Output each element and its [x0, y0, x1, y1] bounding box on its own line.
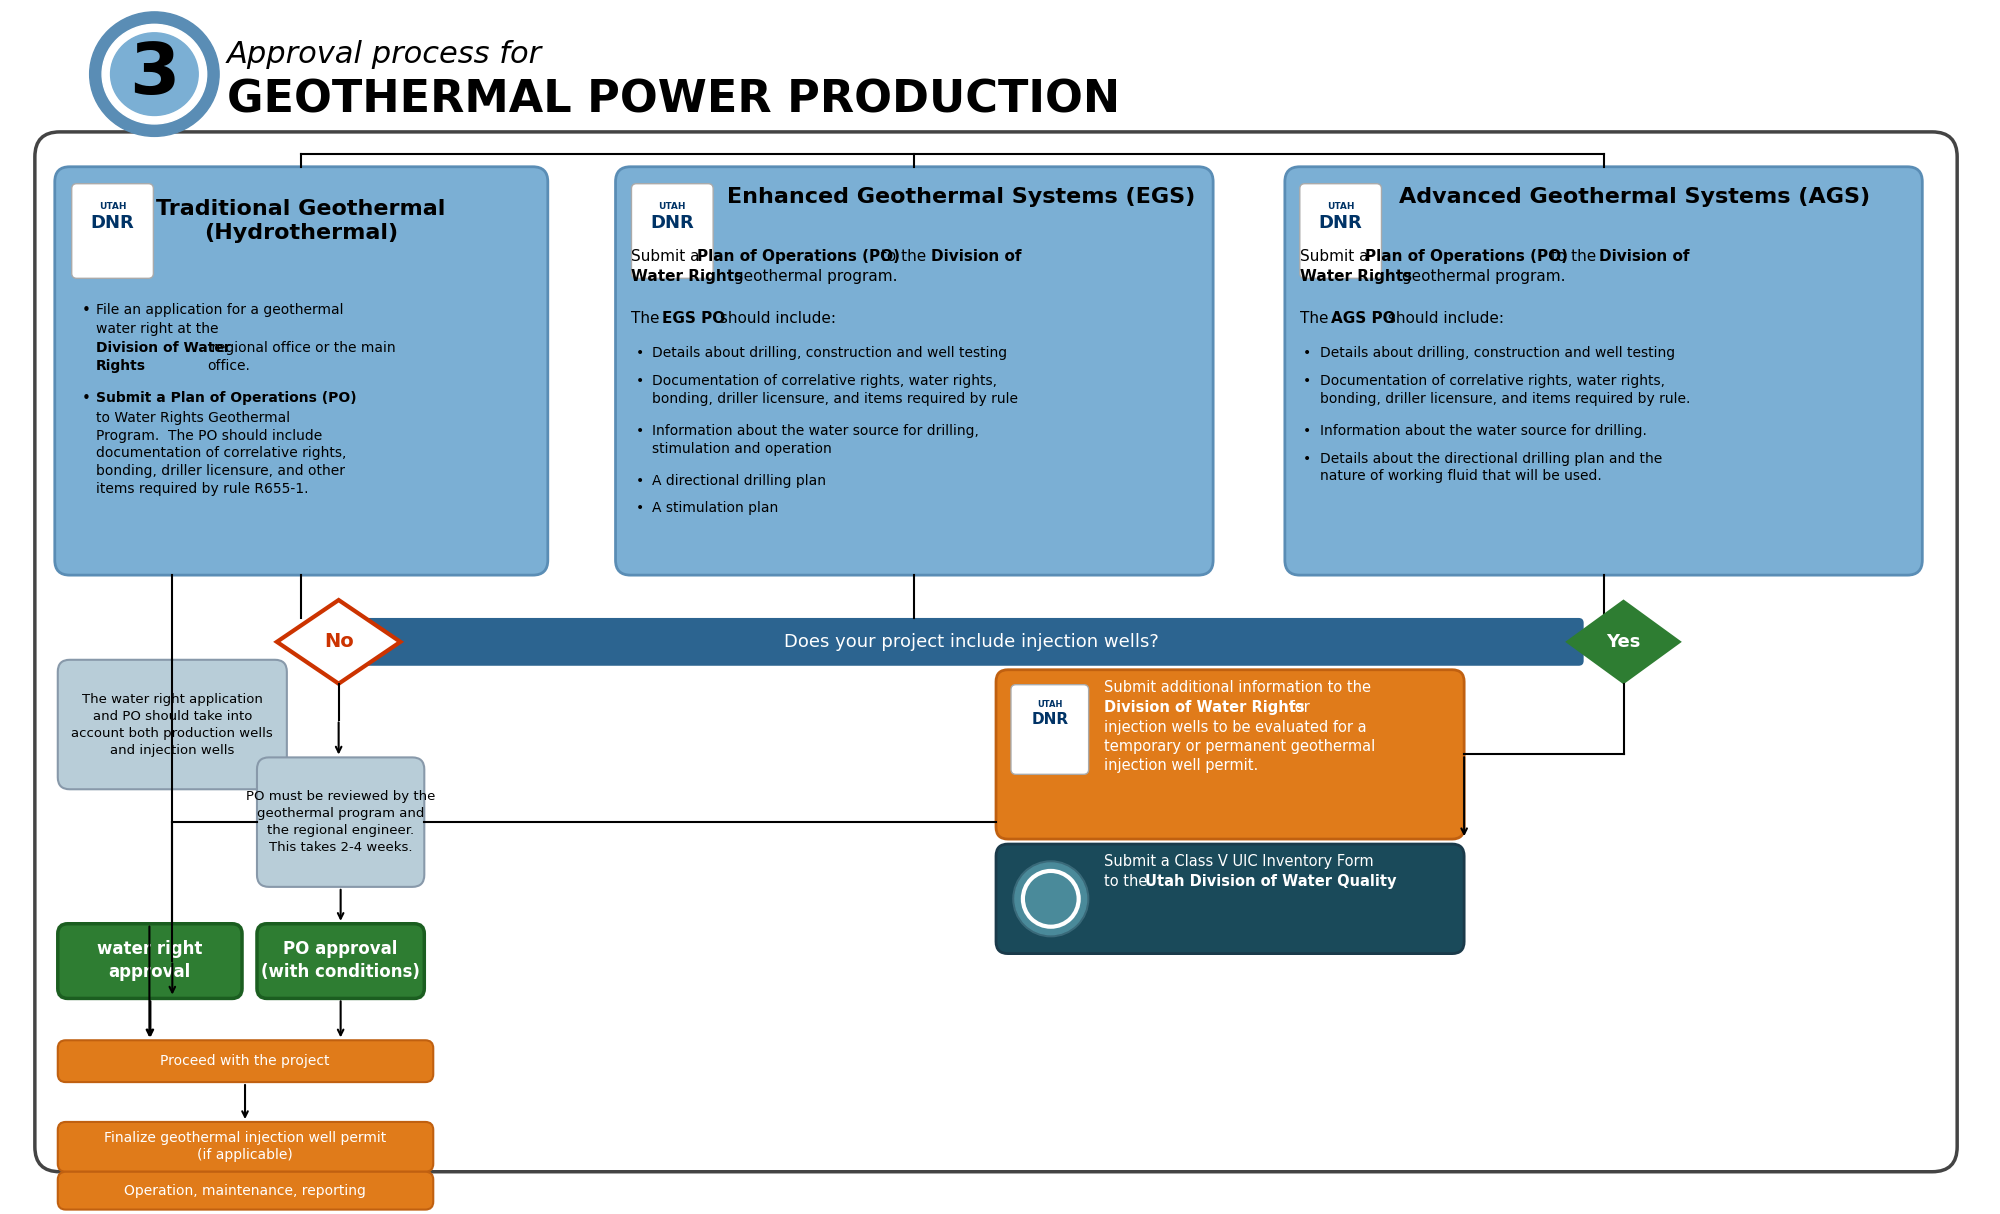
FancyBboxPatch shape — [58, 1122, 434, 1172]
FancyBboxPatch shape — [616, 166, 1214, 575]
Text: •: • — [82, 391, 90, 405]
Text: UTAH: UTAH — [98, 202, 126, 210]
Ellipse shape — [102, 24, 206, 124]
Ellipse shape — [110, 33, 198, 115]
FancyBboxPatch shape — [58, 924, 242, 998]
Text: Division of Water
Rights: Division of Water Rights — [96, 341, 230, 374]
Text: Water Rights: Water Rights — [632, 270, 744, 284]
Text: injection wells to be evaluated for a
temporary or permanent geothermal
injectio: injection wells to be evaluated for a te… — [1104, 720, 1374, 773]
FancyBboxPatch shape — [632, 183, 714, 278]
Text: UTAH: UTAH — [1038, 699, 1062, 709]
FancyBboxPatch shape — [72, 183, 154, 278]
Text: •: • — [1302, 374, 1312, 388]
Polygon shape — [1568, 602, 1678, 682]
Text: GEOTHERMAL POWER PRODUCTION: GEOTHERMAL POWER PRODUCTION — [228, 78, 1120, 121]
Text: to Water Rights Geothermal
Program.  The PO should include
documentation of corr: to Water Rights Geothermal Program. The … — [96, 410, 346, 497]
Text: Enhanced Geothermal Systems (EGS): Enhanced Geothermal Systems (EGS) — [728, 187, 1196, 206]
Text: EGS PO: EGS PO — [662, 311, 726, 327]
FancyBboxPatch shape — [1010, 685, 1088, 775]
Text: •: • — [1302, 452, 1312, 466]
Text: Traditional Geothermal
(Hydrothermal): Traditional Geothermal (Hydrothermal) — [156, 199, 446, 244]
Text: DNR: DNR — [1032, 711, 1068, 727]
Text: PO must be reviewed by the
geothermal program and
the regional engineer.
This ta: PO must be reviewed by the geothermal pr… — [246, 790, 436, 855]
Circle shape — [1012, 861, 1088, 937]
Text: The: The — [632, 311, 664, 327]
Text: Division of Water Rights: Division of Water Rights — [1104, 699, 1304, 715]
Text: AGS PO: AGS PO — [1330, 311, 1396, 327]
FancyBboxPatch shape — [256, 924, 424, 998]
Text: geothermal program.: geothermal program. — [730, 270, 898, 284]
Text: Plan of Operations (PO): Plan of Operations (PO) — [1364, 249, 1568, 265]
Text: No: No — [324, 632, 354, 652]
Text: •: • — [636, 374, 644, 388]
Text: Proceed with the project: Proceed with the project — [160, 1054, 330, 1068]
Text: Details about the directional drilling plan and the
nature of working fluid that: Details about the directional drilling p… — [1320, 452, 1662, 483]
Text: Information about the water source for drilling,
stimulation and operation: Information about the water source for d… — [652, 424, 980, 455]
Ellipse shape — [90, 12, 220, 136]
Text: •: • — [636, 424, 644, 438]
Polygon shape — [276, 600, 400, 683]
Text: Documentation of correlative rights, water rights,
bonding, driller licensure, a: Documentation of correlative rights, wat… — [652, 374, 1018, 405]
Text: Advanced Geothermal Systems (AGS): Advanced Geothermal Systems (AGS) — [1400, 187, 1870, 206]
Text: 3: 3 — [130, 40, 180, 108]
Text: Details about drilling, construction and well testing: Details about drilling, construction and… — [652, 346, 1008, 361]
Text: Water Rights: Water Rights — [1300, 270, 1412, 284]
Text: DNR: DNR — [650, 214, 694, 232]
Text: Submit a: Submit a — [632, 249, 704, 265]
Text: Submit a Class V UIC Inventory Form: Submit a Class V UIC Inventory Form — [1104, 853, 1374, 869]
Circle shape — [1014, 863, 1086, 935]
FancyBboxPatch shape — [58, 659, 286, 789]
Text: PO approval
(with conditions): PO approval (with conditions) — [262, 941, 420, 981]
Text: A directional drilling plan: A directional drilling plan — [652, 473, 826, 488]
Text: should include:: should include: — [716, 311, 836, 327]
Text: Does your project include injection wells?: Does your project include injection well… — [784, 632, 1158, 651]
Text: File an application for a geothermal
water right at the: File an application for a geothermal wat… — [96, 304, 344, 335]
Text: to the: to the — [876, 249, 932, 265]
Text: Submit a: Submit a — [1300, 249, 1374, 265]
FancyBboxPatch shape — [58, 1040, 434, 1082]
FancyBboxPatch shape — [256, 758, 424, 887]
FancyBboxPatch shape — [58, 1172, 434, 1209]
FancyBboxPatch shape — [358, 618, 1584, 665]
Text: Plan of Operations (PO): Plan of Operations (PO) — [698, 249, 900, 265]
Text: Information about the water source for drilling.: Information about the water source for d… — [1320, 424, 1646, 438]
Text: Operation, maintenance, reporting: Operation, maintenance, reporting — [124, 1184, 366, 1198]
Text: Documentation of correlative rights, water rights,
bonding, driller licensure, a: Documentation of correlative rights, wat… — [1320, 374, 1690, 405]
FancyBboxPatch shape — [996, 844, 1464, 954]
FancyBboxPatch shape — [34, 132, 1958, 1172]
Text: Utah Division of Water Quality: Utah Division of Water Quality — [1146, 874, 1396, 889]
Text: for: for — [1284, 699, 1310, 715]
Text: Approval process for: Approval process for — [228, 40, 542, 69]
Text: •: • — [1302, 346, 1312, 361]
Text: water right
approval: water right approval — [96, 941, 202, 981]
Text: Finalize geothermal injection well permit
(if applicable): Finalize geothermal injection well permi… — [104, 1131, 386, 1163]
Text: •: • — [636, 501, 644, 516]
Text: Submit a Plan of Operations (PO): Submit a Plan of Operations (PO) — [96, 391, 356, 404]
Text: •: • — [82, 304, 90, 318]
Text: DNR: DNR — [90, 214, 134, 232]
Text: DNR: DNR — [1318, 214, 1362, 232]
Text: regional office or the main
office.: regional office or the main office. — [208, 341, 396, 374]
Text: should include:: should include: — [1384, 311, 1504, 327]
Text: UTAH: UTAH — [658, 202, 686, 210]
Text: Division of: Division of — [1598, 249, 1690, 265]
Text: Details about drilling, construction and well testing: Details about drilling, construction and… — [1320, 346, 1674, 361]
Text: •: • — [636, 473, 644, 488]
Text: •: • — [636, 346, 644, 361]
Text: Yes: Yes — [1606, 632, 1640, 651]
FancyBboxPatch shape — [1300, 183, 1382, 278]
Text: The: The — [1300, 311, 1334, 327]
Text: geothermal program.: geothermal program. — [1398, 270, 1566, 284]
FancyBboxPatch shape — [1284, 166, 1922, 575]
Text: to the: to the — [1104, 874, 1152, 889]
Text: The water right application
and PO should take into
account both production well: The water right application and PO shoul… — [72, 692, 274, 756]
Text: UTAH: UTAH — [1326, 202, 1354, 210]
Text: Submit additional information to the: Submit additional information to the — [1104, 680, 1370, 694]
FancyBboxPatch shape — [996, 670, 1464, 839]
Text: •: • — [1302, 424, 1312, 438]
Text: Division of: Division of — [932, 249, 1022, 265]
FancyBboxPatch shape — [54, 166, 548, 575]
Text: A stimulation plan: A stimulation plan — [652, 501, 778, 516]
Text: to the: to the — [1546, 249, 1600, 265]
